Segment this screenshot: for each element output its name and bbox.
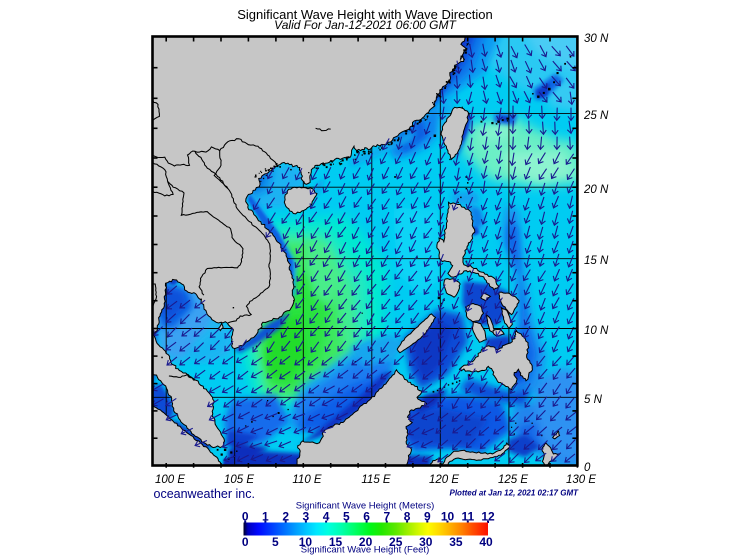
svg-text:115 E: 115 E: [361, 474, 391, 486]
svg-text:5: 5: [343, 509, 350, 523]
svg-text:30 N: 30 N: [584, 33, 609, 45]
svg-text:35: 35: [449, 535, 463, 549]
svg-text:5 N: 5 N: [584, 394, 603, 406]
svg-text:2: 2: [282, 509, 289, 523]
svg-text:Valid For Jan-12-2021 06:00 GM: Valid For Jan-12-2021 06:00 GMT: [274, 18, 457, 32]
svg-text:5: 5: [272, 535, 279, 549]
svg-text:12: 12: [481, 509, 495, 523]
svg-text:0: 0: [242, 509, 249, 523]
svg-text:Significant Wave Height (Meter: Significant Wave Height (Meters): [296, 500, 435, 511]
svg-text:15 N: 15 N: [584, 255, 609, 267]
svg-text:105 E: 105 E: [224, 474, 254, 486]
svg-text:25: 25: [389, 535, 403, 549]
svg-text:100 E: 100 E: [155, 474, 185, 486]
svg-text:110 E: 110 E: [292, 474, 322, 486]
svg-text:9: 9: [424, 509, 431, 523]
svg-text:Significant Wave Height (Feet): Significant Wave Height (Feet): [301, 545, 429, 556]
svg-text:4: 4: [323, 509, 330, 523]
svg-text:10: 10: [441, 509, 455, 523]
svg-text:3: 3: [303, 509, 310, 523]
svg-text:125 E: 125 E: [498, 474, 528, 486]
svg-text:20: 20: [359, 535, 373, 549]
svg-text:40: 40: [479, 535, 493, 549]
svg-text:Plotted at Jan 12, 2021 02:17: Plotted at Jan 12, 2021 02:17 GMT: [450, 488, 580, 497]
svg-text:Significant Wave Height with W: Significant Wave Height with Wave Direct…: [237, 7, 493, 22]
svg-text:15: 15: [329, 535, 343, 549]
svg-text:oceanweather inc.: oceanweather inc.: [154, 487, 255, 501]
svg-text:10 N: 10 N: [584, 325, 609, 337]
svg-text:25 N: 25 N: [583, 110, 609, 122]
svg-text:7: 7: [383, 509, 390, 523]
svg-text:1: 1: [262, 509, 269, 523]
svg-text:130 E: 130 E: [566, 474, 596, 486]
svg-text:6: 6: [363, 509, 370, 523]
svg-text:120 E: 120 E: [429, 474, 459, 486]
svg-text:11: 11: [461, 509, 474, 523]
svg-text:20 N: 20 N: [583, 184, 609, 196]
svg-text:10: 10: [299, 535, 313, 549]
svg-text:0: 0: [584, 462, 591, 474]
svg-text:0: 0: [242, 535, 249, 549]
svg-text:30: 30: [419, 535, 433, 549]
svg-text:8: 8: [404, 509, 411, 523]
